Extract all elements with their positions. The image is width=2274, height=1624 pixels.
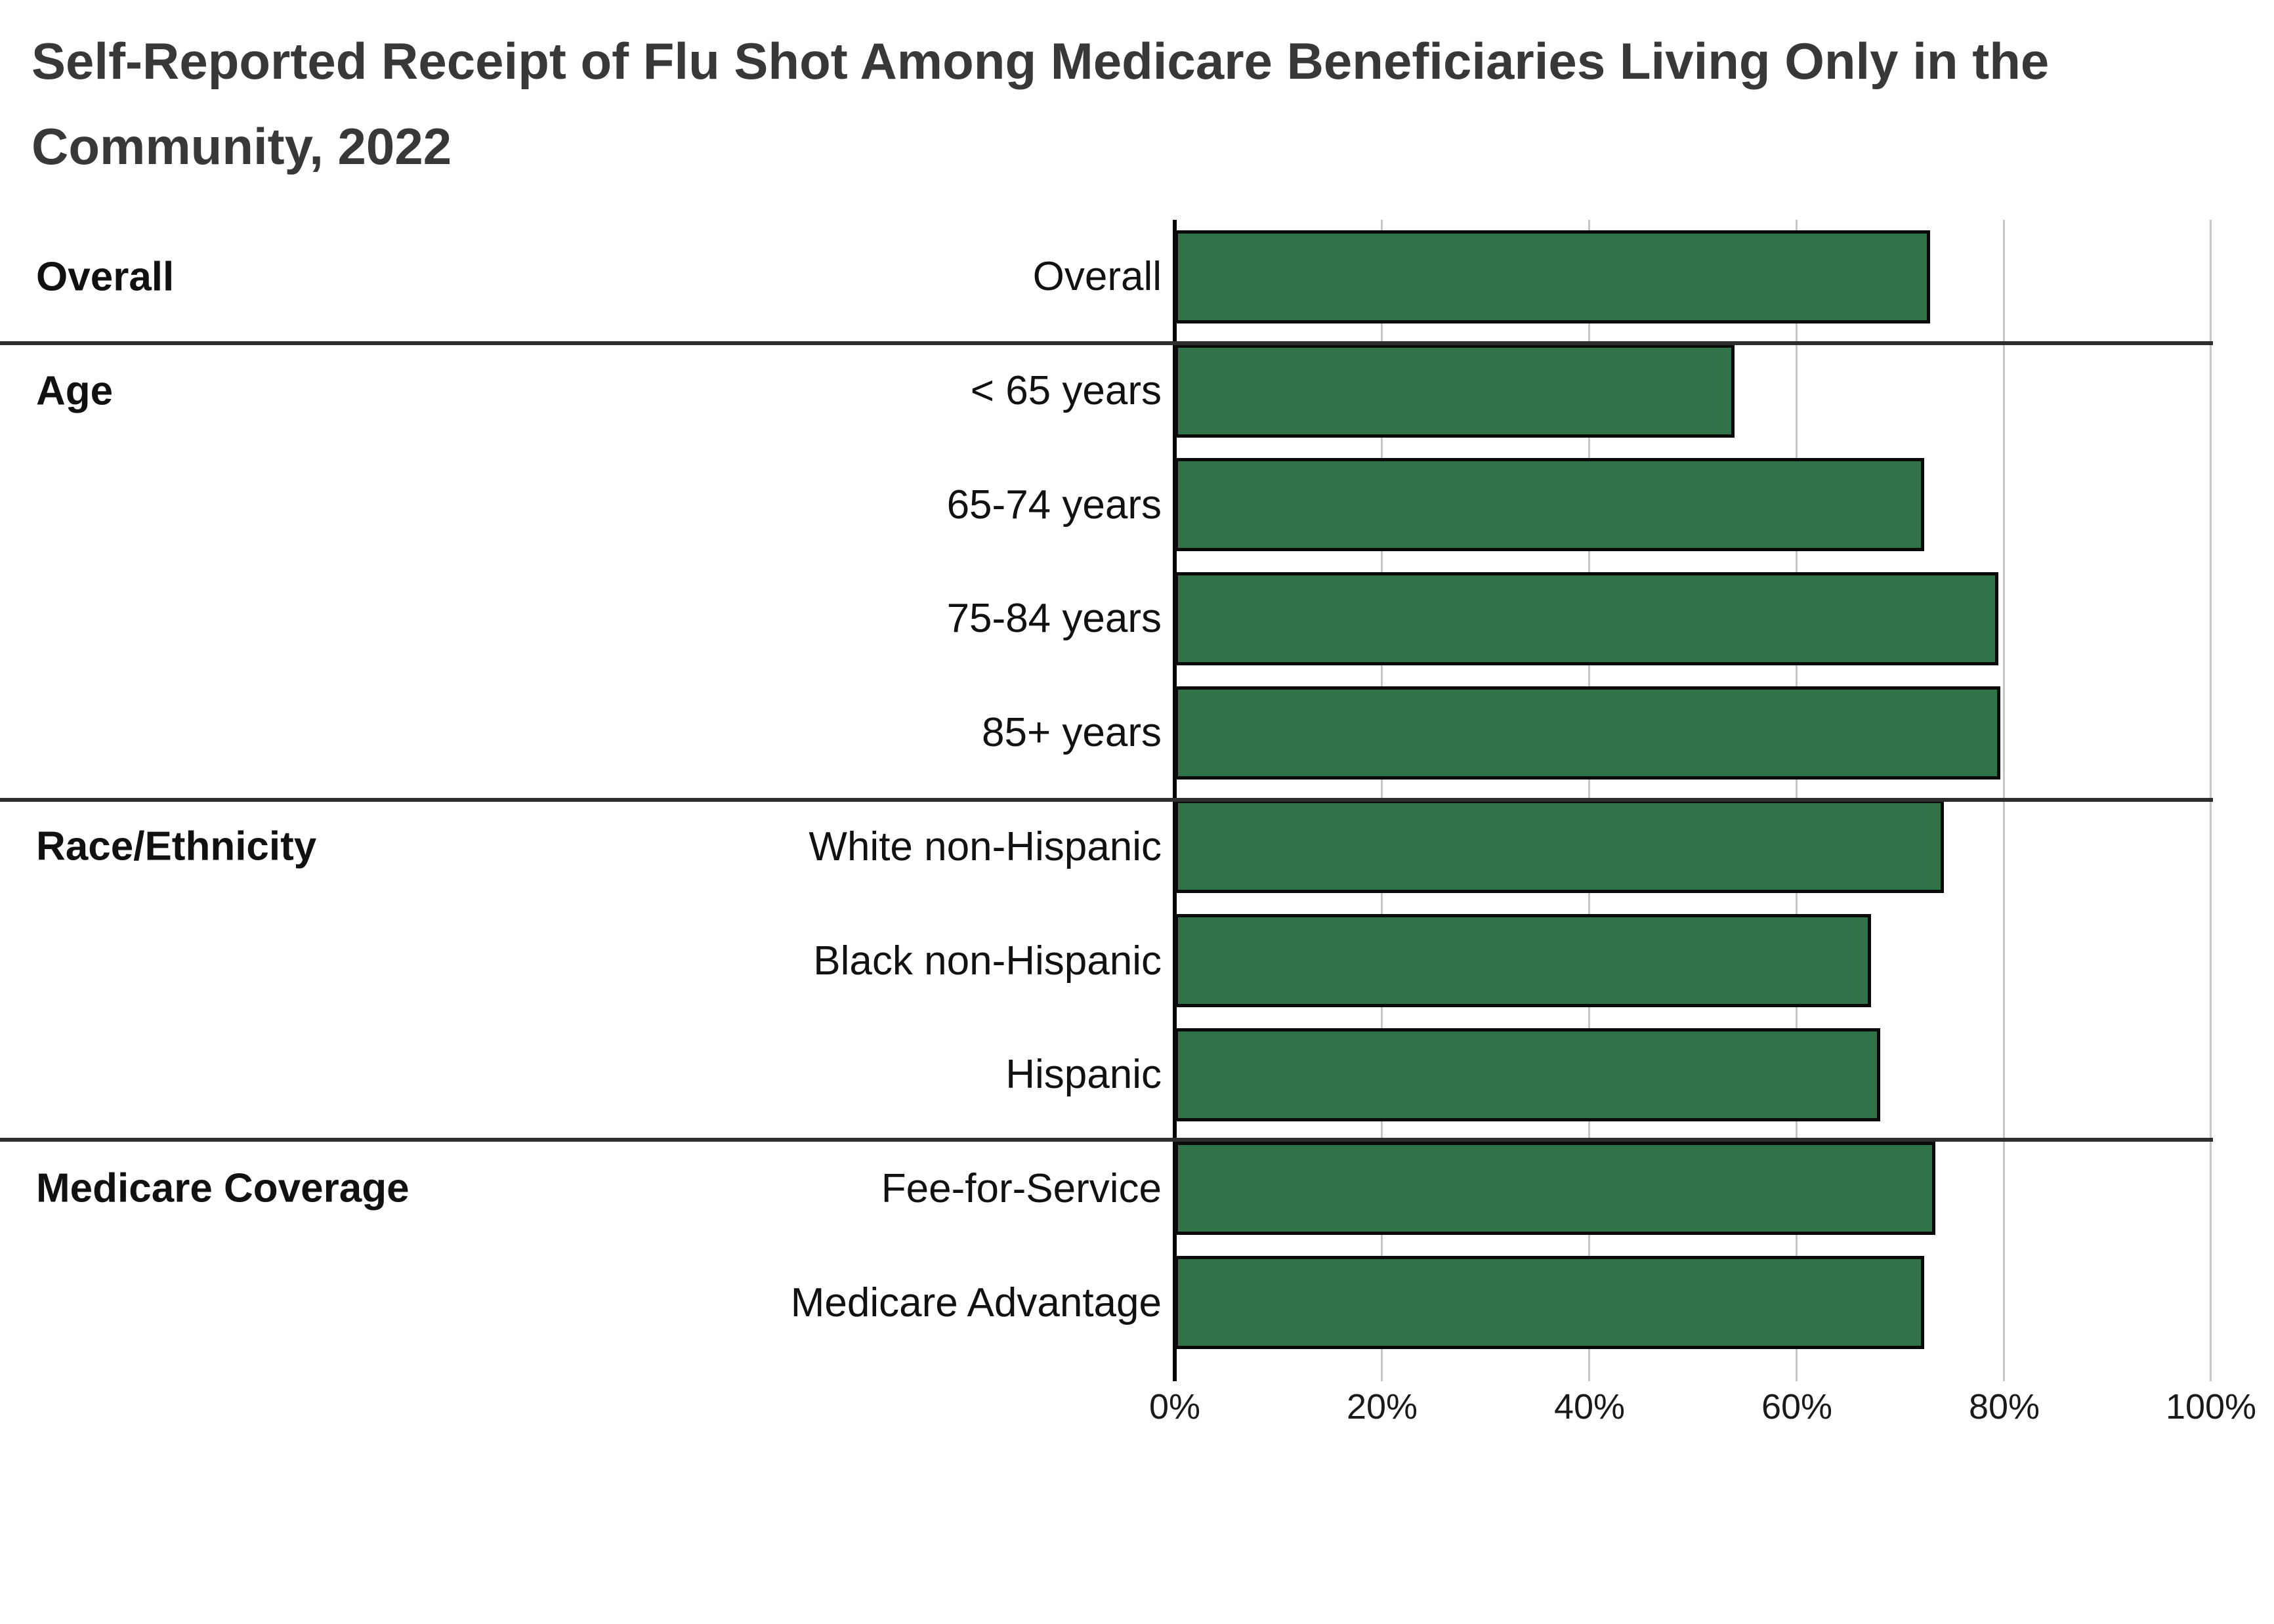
- bar-under-65: [1175, 344, 1735, 438]
- group-divider-overall-age: [0, 341, 2213, 345]
- bar-track: [1175, 458, 2211, 552]
- bar-track: [1175, 1256, 2211, 1350]
- chart-title: Self-Reported Receipt of Flu Shot Among …: [32, 18, 2237, 189]
- category-label: White non-Hispanic: [809, 823, 1162, 869]
- chart-row-white: Race/Ethnicity White non-Hispanic: [0, 790, 2274, 904]
- chart-row-hispanic: Hispanic: [0, 1018, 2274, 1132]
- category-label: Medicare Advantage: [790, 1280, 1162, 1325]
- bar-75-84: [1175, 572, 1999, 665]
- category-label: 65-74 years: [946, 482, 1162, 528]
- category-label: 75-84 years: [946, 596, 1162, 642]
- group-label-age: Age: [36, 368, 114, 414]
- bar-65-74: [1175, 458, 1924, 552]
- category-label: 85+ years: [981, 710, 1162, 756]
- x-tick-20: 20%: [1346, 1387, 1418, 1426]
- bar-track: [1175, 914, 2211, 1008]
- bar-hispanic: [1175, 1028, 1881, 1121]
- chart-row-under-65: Age < 65 years: [0, 334, 2274, 448]
- category-label: Fee-for-Service: [881, 1165, 1162, 1211]
- chart-row-ffs: Medicare Coverage Fee-for-Service: [0, 1132, 2274, 1246]
- chart-title-line2: Community, 2022: [32, 117, 452, 175]
- bar-track: [1175, 344, 2211, 438]
- category-label: Black non-Hispanic: [813, 938, 1162, 984]
- bar-track: [1175, 1028, 2211, 1121]
- x-tick-60: 60%: [1761, 1387, 1833, 1426]
- chart-row-65-74: 65-74 years: [0, 448, 2274, 562]
- bar-overall: [1175, 230, 1931, 323]
- bar-track: [1175, 572, 2211, 665]
- bar-fee-for-service: [1175, 1142, 1935, 1236]
- chart-row-black: Black non-Hispanic: [0, 904, 2274, 1018]
- category-label: Overall: [1032, 254, 1162, 300]
- chart-row-ma: Medicare Advantage: [0, 1245, 2274, 1360]
- group-label-overall: Overall: [36, 254, 175, 300]
- bar-white-non-hispanic: [1175, 800, 1944, 894]
- bar-black-non-hispanic: [1175, 914, 1872, 1008]
- bar-chart: Overall Overall Age < 65 years 65-74 yea…: [0, 220, 2274, 1467]
- category-label: Hispanic: [1005, 1052, 1162, 1098]
- bar-medicare-advantage: [1175, 1256, 1924, 1350]
- chart-row-75-84: 75-84 years: [0, 562, 2274, 676]
- chart-row-85-plus: 85+ years: [0, 676, 2274, 790]
- chart-row-overall: Overall Overall: [0, 220, 2274, 334]
- bar-track: [1175, 1142, 2211, 1236]
- bar-track: [1175, 800, 2211, 894]
- x-tick-100: 100%: [2165, 1387, 2257, 1426]
- x-tick-80: 80%: [1968, 1387, 2040, 1426]
- group-label-medicare-coverage: Medicare Coverage: [36, 1165, 410, 1211]
- group-divider-age-race: [0, 798, 2213, 802]
- group-divider-race-coverage: [0, 1138, 2213, 1142]
- category-label: < 65 years: [970, 368, 1162, 414]
- x-tick-0: 0%: [1148, 1387, 1201, 1426]
- bar-85-plus: [1175, 686, 2001, 780]
- chart-rows: Overall Overall Age < 65 years 65-74 yea…: [0, 220, 2274, 1360]
- bar-track: [1175, 230, 2211, 323]
- bar-track: [1175, 686, 2211, 780]
- chart-title-line1: Self-Reported Receipt of Flu Shot Among …: [32, 32, 2050, 90]
- group-label-race-ethnicity: Race/Ethnicity: [36, 823, 317, 869]
- x-tick-40: 40%: [1553, 1387, 1626, 1426]
